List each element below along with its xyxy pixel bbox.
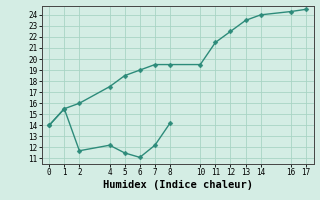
- X-axis label: Humidex (Indice chaleur): Humidex (Indice chaleur): [103, 180, 252, 190]
